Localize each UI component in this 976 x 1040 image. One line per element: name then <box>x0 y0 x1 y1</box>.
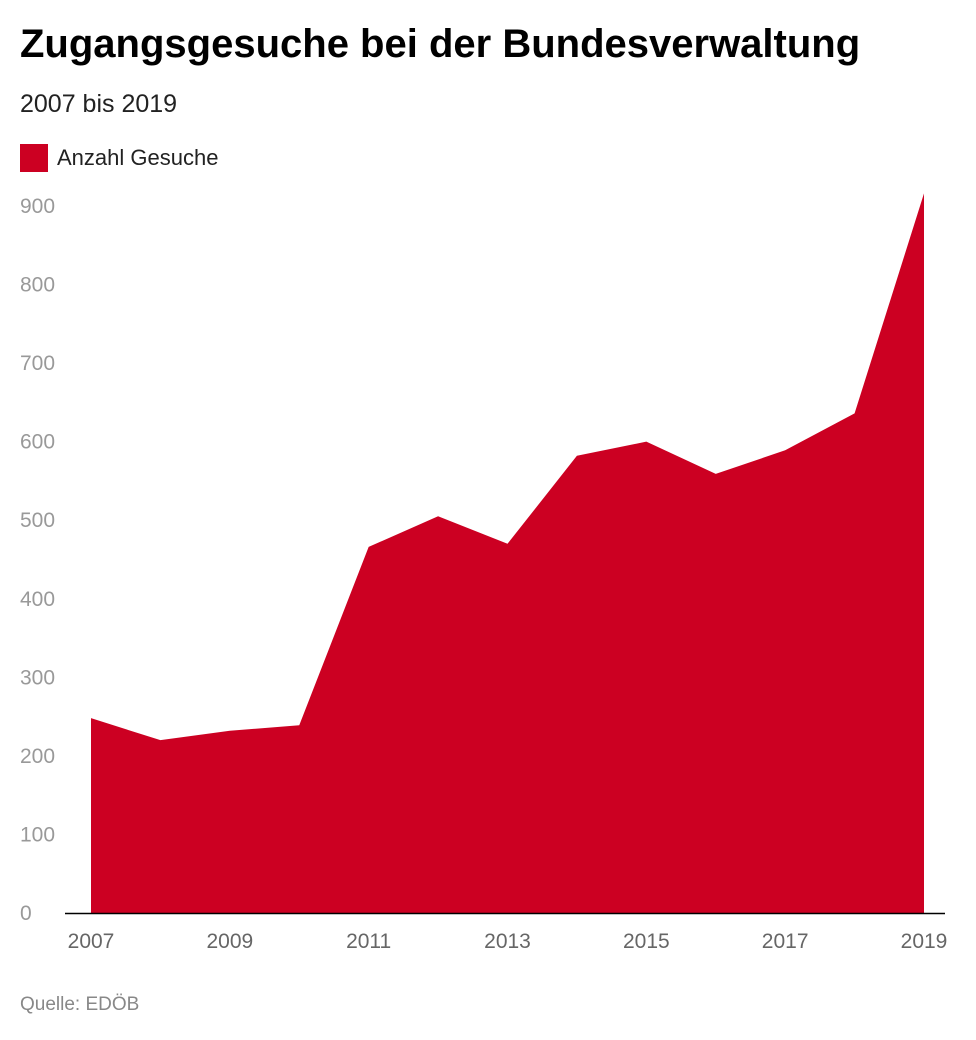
chart-title: Zugangsgesuche bei der Bundesverwaltung <box>20 22 861 66</box>
x-tick-label: 2013 <box>484 930 531 953</box>
x-tick-label: 2007 <box>68 930 115 953</box>
y-tick-label: 500 <box>20 509 55 532</box>
x-tick-label: 2015 <box>623 930 670 953</box>
source-note: Quelle: EDÖB <box>20 994 140 1015</box>
y-tick-label: 400 <box>20 588 55 611</box>
y-tick-label: 0 <box>20 902 32 925</box>
legend: Anzahl Gesuche <box>20 144 218 172</box>
y-tick-label: 200 <box>20 745 55 768</box>
legend-swatch <box>20 144 48 172</box>
y-tick-label: 600 <box>20 431 55 454</box>
y-tick-label: 800 <box>20 274 55 297</box>
y-tick-label: 700 <box>20 352 55 375</box>
y-tick-label: 100 <box>20 823 55 846</box>
y-tick-label: 300 <box>20 666 55 689</box>
legend-label: Anzahl Gesuche <box>57 145 219 170</box>
x-tick-label: 2011 <box>346 930 391 953</box>
area-series <box>91 193 924 914</box>
y-tick-label: 900 <box>20 195 55 218</box>
x-tick-label: 2019 <box>901 930 948 953</box>
chart-subtitle: 2007 bis 2019 <box>20 90 178 118</box>
x-tick-label: 2009 <box>206 930 253 953</box>
x-tick-label: 2017 <box>762 930 809 953</box>
